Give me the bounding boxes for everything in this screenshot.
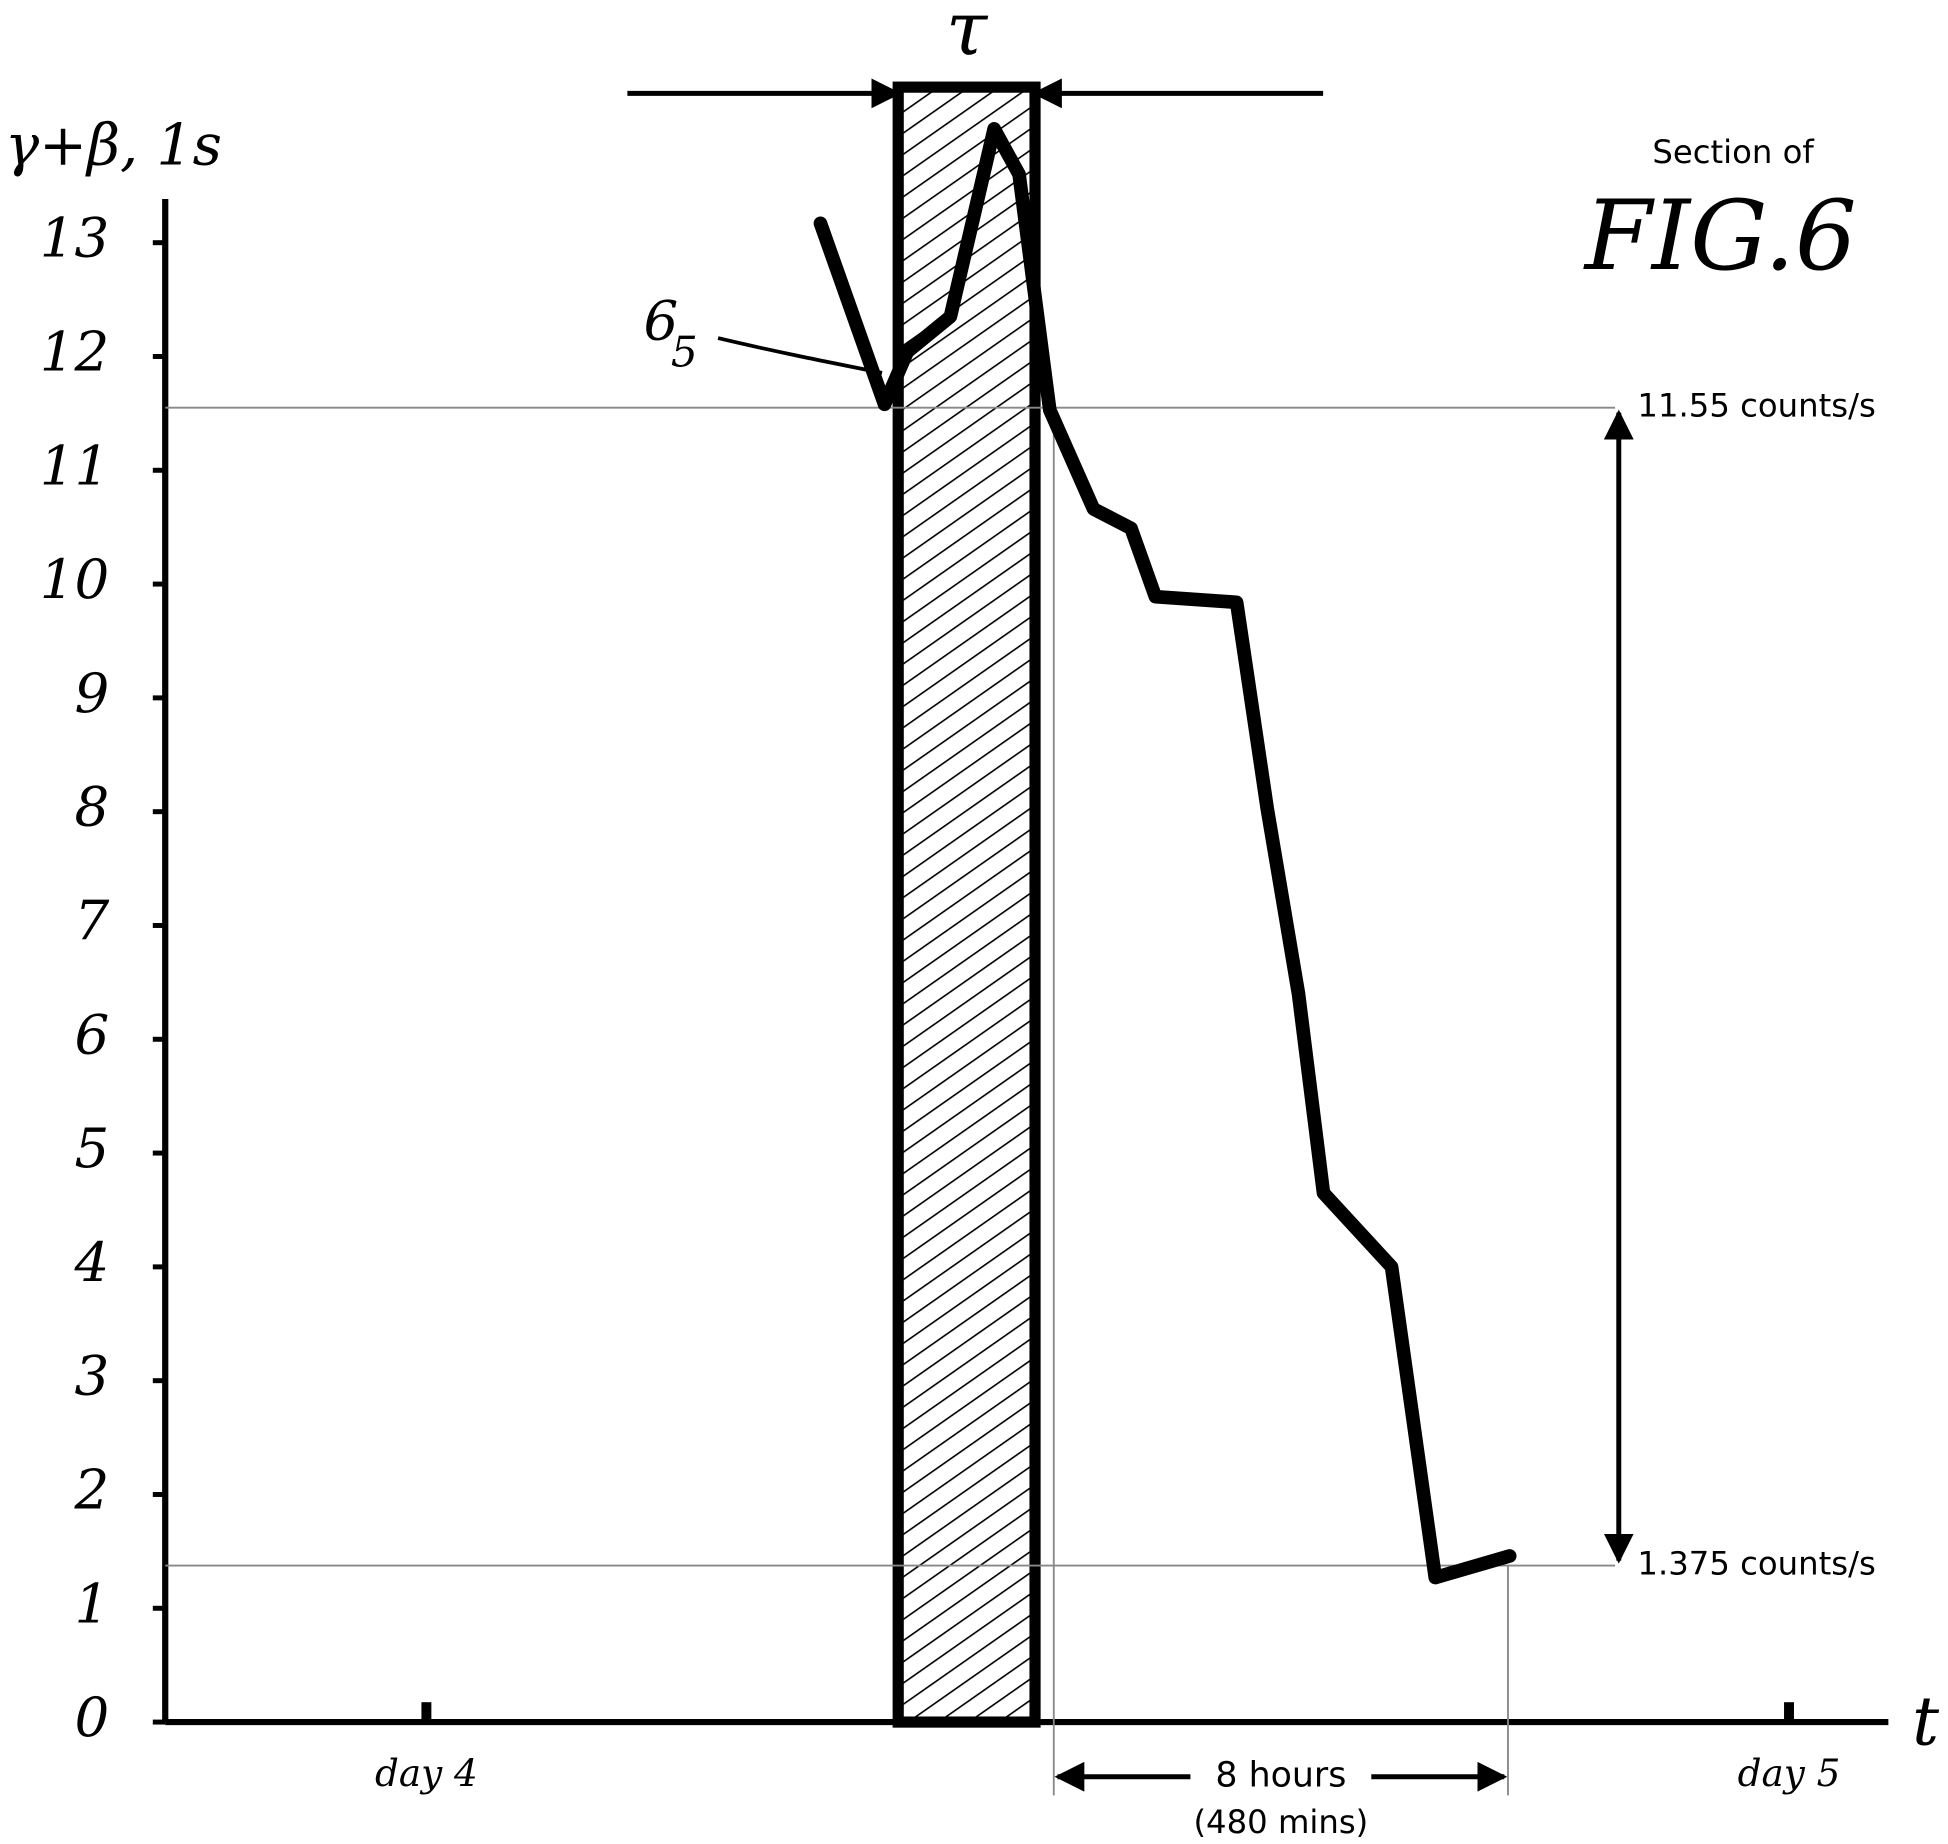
y-tick-label: 4 — [74, 1230, 110, 1294]
curve-label: 6 — [644, 289, 679, 353]
y-tick-label: 8 — [75, 775, 110, 839]
y-tick-label: 11 — [40, 433, 110, 497]
data-line — [813, 122, 1517, 1585]
reference-label: 11.55 counts/s — [1637, 387, 1875, 425]
band-label: τ — [946, 0, 989, 72]
x-tick-label: day 5 — [1738, 1751, 1841, 1795]
y-tick-label: 9 — [75, 661, 110, 725]
y-tick-label: 12 — [40, 319, 110, 383]
span-label: 8 hours — [1215, 1756, 1346, 1796]
x-axis-label: t — [1912, 1683, 1940, 1761]
band — [892, 81, 1041, 1728]
y-tick-label: 13 — [40, 206, 110, 270]
curve-label-sub: 5 — [671, 327, 698, 376]
y-tick-label: 0 — [75, 1685, 110, 1749]
reference-label: 1.375 counts/s — [1637, 1545, 1875, 1583]
y-tick-label: 3 — [75, 1344, 110, 1408]
leader-line — [717, 336, 883, 375]
y-tick-label: 6 — [75, 1002, 110, 1066]
x-tick-label: day 4 — [375, 1751, 478, 1795]
y-tick-label: 2 — [74, 1457, 110, 1521]
chart-title: FIG.6 — [1583, 179, 1857, 292]
subtitle: Section of — [1652, 133, 1814, 171]
y-tick-label: 5 — [75, 1116, 110, 1180]
y-tick-label: 10 — [40, 547, 110, 611]
span-sublabel: (480 mins) — [1193, 1803, 1368, 1841]
y-axis-label: γ+β, 1s — [5, 112, 222, 178]
y-tick-label: 7 — [75, 888, 110, 952]
y-tick-label: 1 — [75, 1571, 110, 1635]
